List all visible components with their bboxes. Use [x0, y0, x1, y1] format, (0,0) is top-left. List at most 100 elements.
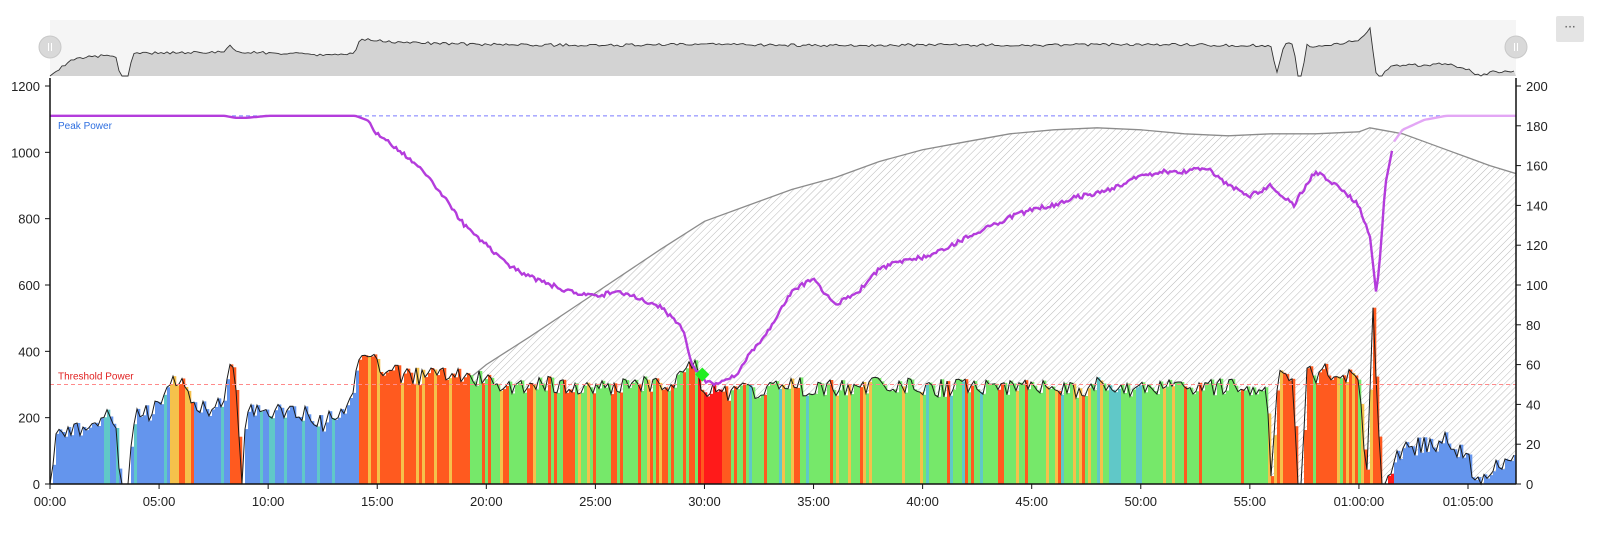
power-bar [374, 354, 378, 484]
power-bar [1367, 469, 1371, 484]
power-bar [794, 387, 798, 484]
power-bar [284, 417, 288, 484]
power-bar [458, 368, 462, 484]
y-left-tick-label: 1000 [11, 145, 40, 160]
chart-menu-button[interactable]: ··· [1556, 16, 1584, 42]
power-bar [689, 361, 693, 484]
power-bar [1070, 382, 1074, 484]
y-right-tick-label: 140 [1526, 198, 1548, 213]
power-bar [983, 394, 987, 484]
power-bar [1166, 386, 1170, 484]
power-bar [950, 395, 954, 484]
power-bar [419, 385, 423, 484]
power-bar [1196, 391, 1200, 484]
overview-navigator[interactable] [38, 20, 1528, 77]
power-bar [986, 380, 990, 484]
power-bar [1163, 388, 1167, 484]
x-tick-label: 01:05:00 [1443, 494, 1494, 509]
power-bar [1184, 386, 1188, 484]
power-bar [1466, 453, 1470, 484]
power-bar [695, 360, 699, 484]
power-bar [506, 386, 510, 484]
selection-marker[interactable] [695, 367, 710, 382]
power-bar [473, 381, 477, 484]
power-bar [1265, 387, 1269, 484]
power-bar [509, 381, 513, 484]
power-bar [1409, 447, 1413, 484]
power-bar [797, 387, 801, 484]
power-bar [272, 418, 276, 484]
power-bar [230, 364, 234, 484]
power-bar [74, 424, 78, 484]
power-bar [1334, 376, 1338, 484]
power-bar [764, 394, 768, 484]
power-bar [545, 390, 549, 484]
power-bar [188, 390, 192, 484]
power-bar [263, 410, 267, 484]
power-bar [350, 398, 354, 484]
power-bar [416, 367, 420, 484]
y-left-tick-label: 400 [18, 344, 40, 359]
power-bar [935, 394, 939, 484]
power-bar [1010, 380, 1014, 484]
x-tick-label: 55:00 [1234, 494, 1267, 509]
power-bar [959, 379, 963, 484]
power-bar [971, 385, 975, 484]
power-bar [563, 379, 567, 484]
power-bar [1031, 382, 1035, 484]
power-bar [149, 420, 153, 484]
x-tick-label: 10:00 [252, 494, 285, 509]
power-bar [308, 414, 312, 484]
power-bar [638, 383, 642, 484]
power-bar [1073, 383, 1077, 484]
power-bar [59, 429, 63, 484]
power-bar [200, 412, 204, 484]
power-bar [281, 407, 285, 484]
power-bar [1025, 380, 1029, 484]
y-right-tick-label: 40 [1526, 397, 1540, 412]
power-bar [668, 391, 672, 484]
power-bar [1433, 447, 1437, 484]
navigator-handle-right[interactable] [1504, 35, 1528, 59]
power-bar [1214, 395, 1218, 484]
heart-rate-line [50, 114, 1516, 387]
power-bar [410, 372, 414, 484]
power-bar [719, 389, 723, 484]
y-right-tick-label: 200 [1526, 79, 1548, 94]
power-bar [998, 389, 1002, 484]
power-bar [446, 379, 450, 484]
power-bar [773, 383, 777, 484]
navigator-handle-left[interactable] [38, 35, 62, 59]
power-bar [1004, 382, 1008, 484]
power-bar [461, 381, 465, 484]
power-bar [299, 417, 303, 484]
power-bar [788, 388, 792, 484]
power-bar [1277, 390, 1281, 484]
power-bar [956, 379, 960, 484]
power-bar [1256, 394, 1260, 484]
power-bar [1322, 369, 1326, 484]
power-bar [329, 411, 333, 484]
power-bar [1244, 390, 1248, 484]
power-bar [515, 384, 519, 484]
power-bar [1511, 460, 1515, 484]
power-bar [1508, 460, 1512, 484]
power-bar [1208, 383, 1212, 484]
power-bar [899, 381, 903, 484]
power-bar [728, 400, 732, 484]
power-bar [746, 384, 750, 484]
power-bar [1226, 390, 1230, 484]
y-left-tick-label: 1200 [11, 79, 40, 94]
power-bar [485, 379, 489, 484]
power-bar [1106, 390, 1110, 484]
power-bar [353, 392, 357, 484]
power-bar [293, 406, 297, 484]
power-bar [596, 383, 600, 484]
power-bar [1364, 449, 1368, 484]
power-bar [1325, 363, 1329, 484]
power-bar [884, 385, 888, 484]
power-bar [905, 392, 909, 484]
power-bar [809, 393, 813, 484]
power-bar [620, 392, 624, 484]
